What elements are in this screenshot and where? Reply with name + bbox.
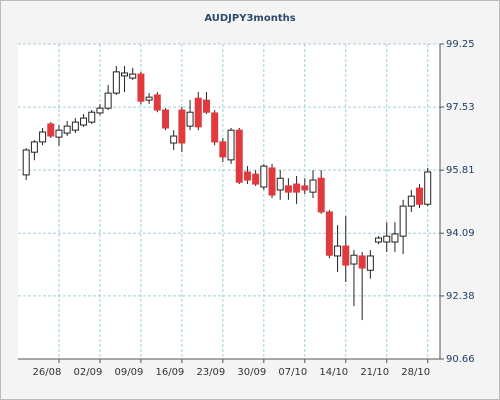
candle-body [137, 73, 145, 102]
candle-body [301, 185, 309, 191]
candle-body [284, 185, 292, 193]
candle-body [358, 255, 366, 269]
candle-body [47, 123, 55, 137]
candle-body [170, 135, 178, 144]
x-tick-label: 21/10 [360, 367, 389, 378]
candle-body [334, 245, 342, 257]
candle-body [121, 72, 129, 77]
candle-body [186, 111, 194, 127]
candle-body [194, 97, 202, 128]
candle-body [276, 177, 284, 191]
y-tick-label: 97.53 [446, 102, 475, 113]
candle-body [424, 171, 432, 205]
candle-body [153, 94, 161, 111]
candle-body [407, 195, 415, 207]
x-tick-label: 23/09 [196, 367, 225, 378]
candle-body [391, 233, 399, 243]
candle-body [63, 125, 71, 134]
x-tick-label: 30/09 [237, 367, 266, 378]
candle-body [88, 111, 96, 123]
candle-body [260, 165, 268, 188]
chart-title: AUDJPY3months [204, 13, 295, 24]
y-tick-label: 99.25 [446, 39, 475, 50]
candle-body [293, 183, 301, 193]
candle-body [202, 99, 210, 113]
candle-body [161, 109, 169, 129]
candle-body [268, 167, 276, 196]
candle-body [211, 112, 219, 143]
x-tick-label: 09/09 [114, 367, 143, 378]
candle-body [416, 187, 424, 205]
x-tick-label: 14/10 [319, 367, 348, 378]
candle-body [112, 71, 120, 94]
candle-body [235, 129, 243, 183]
candle-body [39, 131, 47, 143]
candle-body [375, 237, 383, 243]
candle-body [243, 171, 251, 181]
x-tick-label: 26/08 [33, 367, 62, 378]
candle-body [309, 179, 317, 193]
candle-body [145, 96, 153, 101]
y-tick-label: 90.66 [446, 354, 475, 365]
candle-body [399, 205, 407, 237]
candle-body [104, 92, 112, 109]
candle-body [129, 73, 137, 79]
candle-body [342, 245, 350, 266]
candle-body [325, 211, 333, 256]
y-tick-label: 95.81 [446, 165, 475, 176]
candle-body [219, 141, 227, 158]
x-tick-label: 16/09 [155, 367, 184, 378]
candle-body [55, 129, 63, 138]
x-tick-label: 02/09 [74, 367, 103, 378]
candle-body [227, 129, 235, 161]
candle-body [252, 173, 260, 185]
candle-body [30, 141, 38, 153]
y-tick-label: 94.09 [446, 228, 475, 239]
x-tick-label: 07/10 [278, 367, 307, 378]
candle-body [317, 177, 325, 213]
x-tick-label: 28/10 [401, 367, 430, 378]
candle-body [96, 107, 104, 114]
plot-area [18, 44, 440, 359]
candle-body [71, 121, 79, 131]
candle-body [350, 254, 358, 265]
y-tick-label: 92.38 [446, 291, 475, 302]
candle-body [383, 235, 391, 243]
candle-body [22, 149, 30, 176]
candle-body [80, 117, 88, 126]
candle-body [366, 255, 374, 271]
candle-body [178, 109, 186, 144]
